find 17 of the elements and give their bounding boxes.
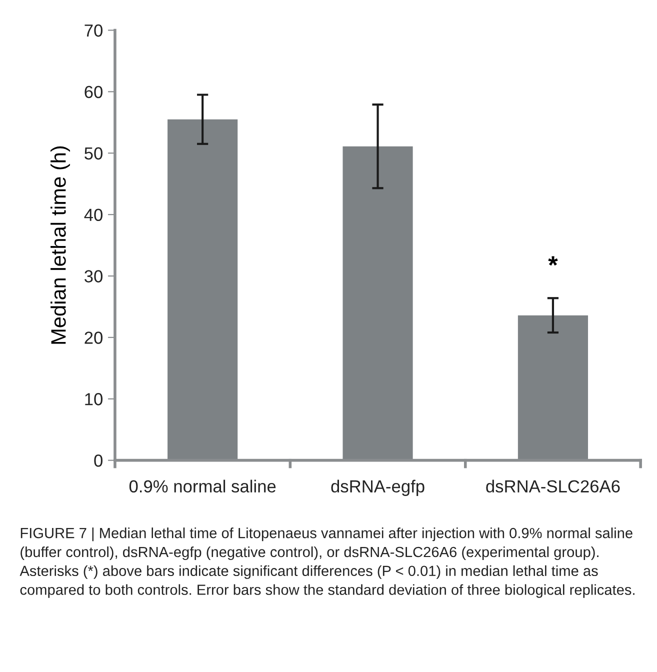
y-tick-label: 60 bbox=[84, 86, 102, 98]
x-tick-label: dsRNA-SLC26A6 bbox=[486, 480, 620, 493]
y-tick-label: 20 bbox=[84, 332, 102, 344]
y-tick-label: 70 bbox=[84, 24, 102, 37]
bar bbox=[518, 315, 588, 460]
y-tick-label: 50 bbox=[84, 147, 102, 160]
annotation: * bbox=[548, 256, 558, 266]
bar bbox=[168, 119, 238, 460]
caption: FIGURE 7 | Median lethal time of Litopenaeus vannamei after injection with 0.9% normal saline (buffer control), dsRNA-egfp (negative control), or dsRNA-SLC26A6 (experimental group). Asterisks (*) above bars indicate significant differences (P < 0.01) in median lethal time as compared to both controls. Error bars show the standard deviation of three biological replicates. bbox=[20, 528, 634, 598]
y-axis-title: Median lethal time (h) bbox=[50, 146, 70, 344]
y-tick-label: 40 bbox=[84, 208, 102, 222]
x-tick-label: 0.9% normal saline bbox=[129, 480, 276, 493]
y-tick-label: 10 bbox=[85, 393, 102, 406]
y-tick-label: 0 bbox=[94, 454, 102, 467]
x-tick-label: dsRNA-egfp bbox=[331, 480, 424, 496]
bar bbox=[342, 146, 413, 460]
y-tick-label: 30 bbox=[84, 270, 102, 282]
